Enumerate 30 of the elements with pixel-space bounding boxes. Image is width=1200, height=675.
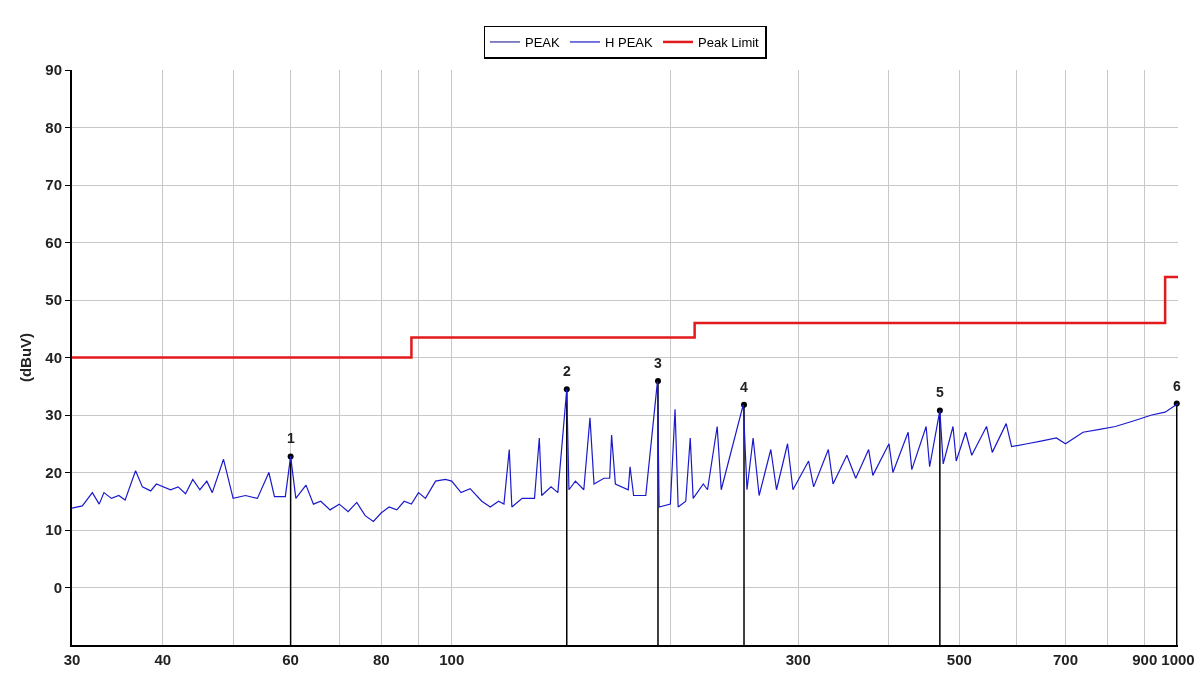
x-tick-label: 100 <box>439 651 465 668</box>
x-tick-label: 1000 <box>1161 651 1195 668</box>
x-tick-label: 80 <box>373 651 390 668</box>
y-tick-label: 40 <box>45 348 62 366</box>
x-tick-label: 900 <box>1132 651 1158 668</box>
y-tick-label: 90 <box>45 61 62 79</box>
y-tick-label: 60 <box>45 233 62 251</box>
x-tick-label: 60 <box>282 651 299 668</box>
y-tick-label: 10 <box>45 521 62 539</box>
legend-label: PEAK <box>525 35 561 51</box>
x-tick-label: 30 <box>63 651 81 668</box>
y-tick-label: 20 <box>45 463 62 481</box>
x-tick-label: 300 <box>785 651 811 668</box>
legend-label: Peak Limit <box>698 35 760 51</box>
y-tick-label: 80 <box>45 118 62 136</box>
annotation: 3 <box>654 355 662 371</box>
y-axis-title: (dBuV) <box>17 332 34 383</box>
annotation: 5 <box>936 384 944 400</box>
x-tick-label: 700 <box>1052 651 1079 668</box>
x-tick-label: 40 <box>154 651 172 668</box>
y-tick-label: 50 <box>45 291 62 309</box>
y-tick-label: 30 <box>45 406 62 424</box>
legend-label: H PEAK <box>605 35 654 51</box>
y-tick-label: 70 <box>45 176 62 194</box>
annotation: 1 <box>287 430 295 446</box>
y-tick-label: 0 <box>53 578 62 596</box>
annotation: 2 <box>563 363 571 379</box>
annotation: 6 <box>1173 378 1181 394</box>
x-tick-label: 500 <box>946 651 972 668</box>
annotation: 4 <box>740 379 748 395</box>
